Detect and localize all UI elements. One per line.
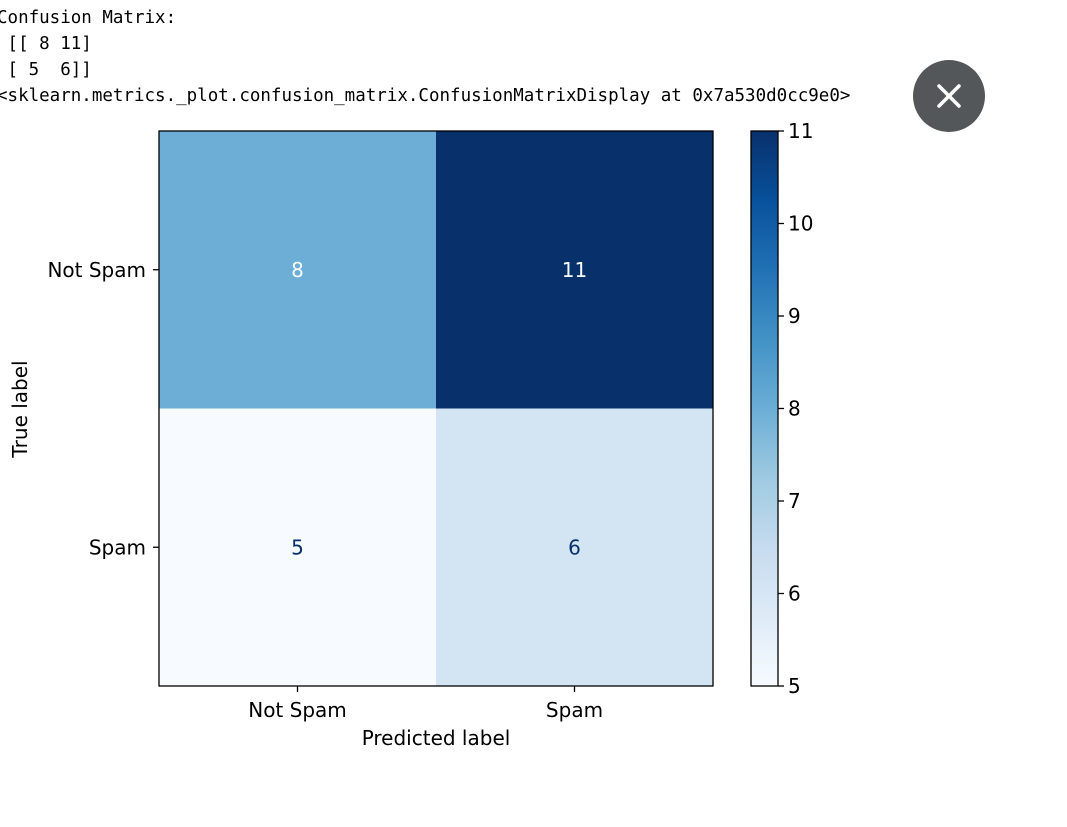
matrix-cell [159, 131, 436, 409]
colorbar-gradient [751, 131, 778, 686]
console-line: [ 5 6]] [0, 60, 92, 80]
colorbar-tick-label: 11 [788, 119, 813, 143]
y-tick-label: Spam [89, 535, 146, 559]
console-output: Confusion Matrix: [[ 8 11] [ 5 6]] <sklea… [0, 5, 850, 109]
colorbar-tick-label: 10 [788, 212, 813, 236]
matrix-cell [436, 131, 713, 409]
colorbar-tick-label: 5 [788, 674, 801, 698]
colorbar-tick-label: 8 [788, 397, 801, 421]
cell-value-label: 8 [291, 258, 304, 282]
console-line: [[ 8 11] [0, 34, 92, 54]
x-tick-label: Not Spam [248, 698, 347, 722]
cell-value-label: 6 [568, 535, 581, 559]
console-line: Confusion Matrix: [0, 8, 177, 28]
y-axis-label: True label [8, 360, 32, 458]
plot-frame [158, 130, 714, 687]
matrix-cell [159, 408, 436, 686]
colorbar-tick-label: 9 [788, 304, 801, 328]
close-icon [937, 84, 961, 108]
colorbar-tick-label: 6 [788, 582, 801, 606]
cell-value-label: 11 [562, 258, 587, 282]
close-button[interactable] [913, 60, 985, 132]
y-tick-label: Not Spam [47, 258, 146, 282]
matrix-cell [436, 408, 713, 686]
console-line: <sklearn.metrics._plot.confusion_matrix.… [0, 86, 851, 106]
x-axis-label: Predicted label [362, 726, 511, 750]
x-tick-label: Spam [546, 698, 603, 722]
cell-value-label: 5 [291, 535, 304, 559]
colorbar-tick-label: 7 [788, 489, 801, 513]
